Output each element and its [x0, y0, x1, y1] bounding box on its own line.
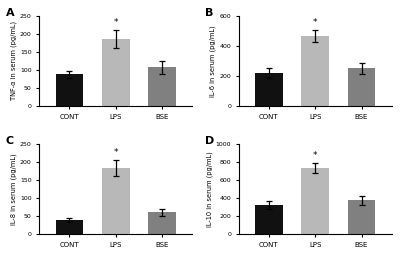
Text: D: D	[205, 136, 214, 146]
Bar	[102, 39, 130, 106]
Bar	[148, 67, 176, 106]
Bar	[148, 212, 176, 234]
Y-axis label: IL-10 in serum (pg/mL): IL-10 in serum (pg/mL)	[206, 151, 213, 227]
Bar	[102, 168, 130, 234]
Bar	[348, 68, 376, 106]
Text: *: *	[114, 148, 118, 157]
Text: B: B	[205, 8, 213, 18]
Y-axis label: IL-6 in serum (pg/mL): IL-6 in serum (pg/mL)	[210, 25, 216, 97]
Bar	[255, 205, 283, 234]
Bar	[348, 200, 376, 234]
Y-axis label: IL-8 in serum (pg/mL): IL-8 in serum (pg/mL)	[11, 153, 17, 225]
Bar	[301, 168, 329, 234]
Y-axis label: TNF-α in serum (pg/mL): TNF-α in serum (pg/mL)	[11, 21, 17, 100]
Text: *: *	[114, 18, 118, 27]
Text: A: A	[6, 8, 14, 18]
Bar	[56, 74, 83, 106]
Bar	[56, 220, 83, 234]
Text: *: *	[313, 151, 318, 160]
Text: *: *	[313, 18, 318, 27]
Bar	[255, 73, 283, 106]
Bar	[301, 36, 329, 106]
Text: C: C	[6, 136, 14, 146]
